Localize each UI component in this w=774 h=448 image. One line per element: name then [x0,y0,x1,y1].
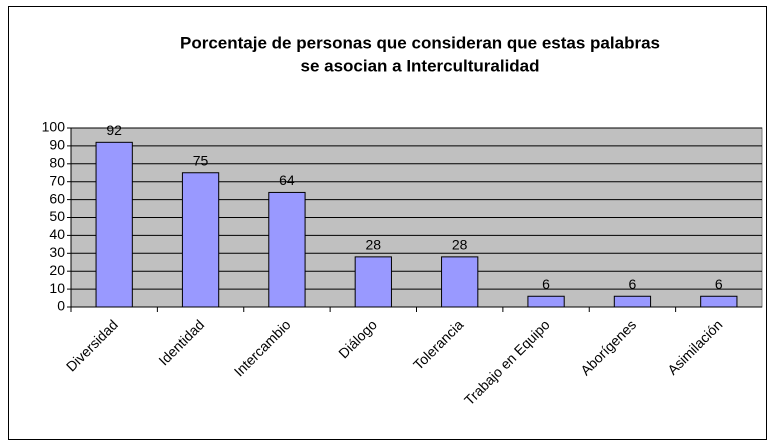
data-label: 75 [193,152,209,168]
data-label: 92 [106,122,122,138]
bar [181,172,220,308]
y-tick-label: 100 [42,119,66,135]
bar [700,295,738,308]
data-label: 28 [452,237,468,253]
data-label: 6 [542,276,550,292]
chart-title: Porcentaje de personas que consideran qu… [180,33,660,52]
y-tick-label: 50 [49,208,65,224]
data-label: 6 [629,276,637,292]
bar [95,141,133,308]
y-tick-label: 10 [49,280,65,296]
y-tick-label: 70 [49,172,65,188]
chart-title: se asocian a Interculturalidad [300,56,539,75]
data-label: 64 [279,172,295,188]
y-tick-label: 20 [49,262,65,278]
data-label: 6 [715,276,723,292]
data-label: 28 [366,237,382,253]
bar [354,256,392,308]
y-tick-label: 60 [49,190,65,206]
bar [441,256,479,308]
y-tick-label: 40 [49,226,65,242]
bar [268,191,306,308]
bar [527,295,565,308]
y-tick-label: 30 [49,244,65,260]
y-tick-label: 0 [57,298,65,314]
bar [613,295,652,308]
y-tick-label: 90 [49,137,65,153]
y-tick-label: 80 [49,155,65,171]
